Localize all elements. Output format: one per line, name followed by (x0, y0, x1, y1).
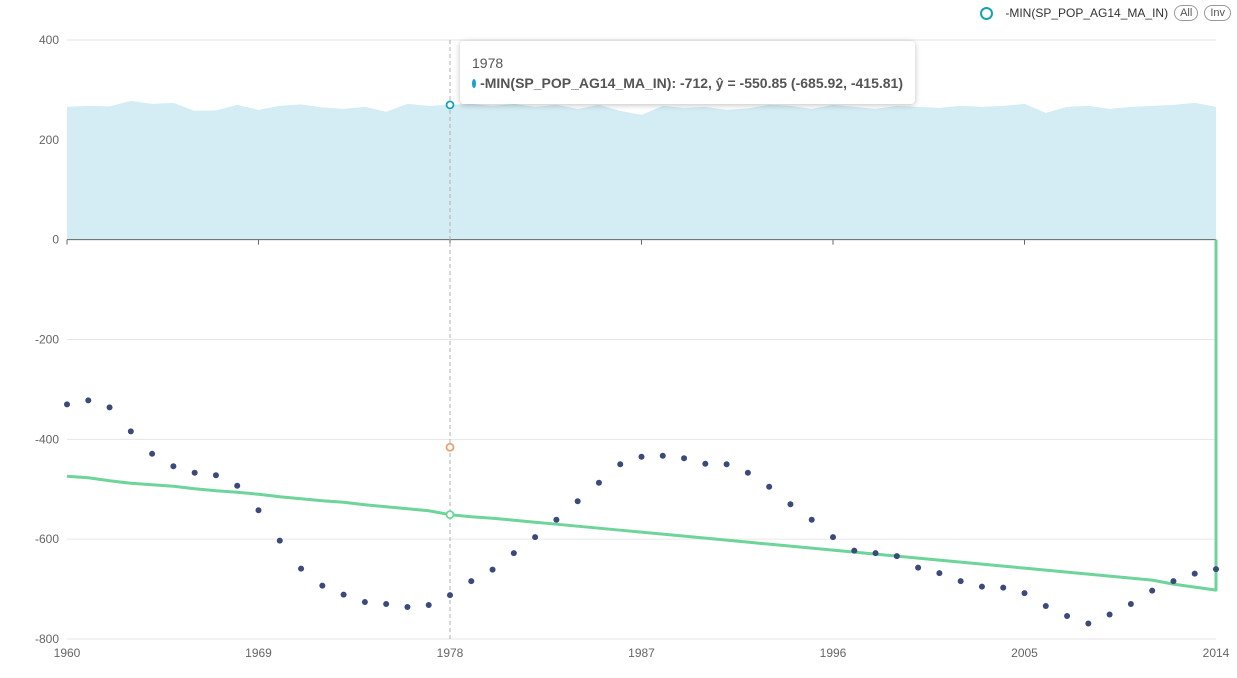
legend: -MIN(SP_POP_AG14_MA_IN) All Inv (980, 5, 1231, 21)
data-point[interactable] (255, 507, 262, 514)
data-point[interactable] (915, 564, 922, 571)
tooltip-year: 1978 (472, 55, 504, 71)
data-point[interactable] (1127, 601, 1134, 608)
trend-line (66, 239, 1218, 592)
data-point[interactable] (212, 472, 219, 479)
data-point[interactable] (404, 604, 411, 611)
data-point[interactable] (425, 602, 432, 609)
data-point[interactable] (170, 463, 177, 470)
tooltip: 1978 -MIN(SP_POP_AG14_MA_IN): -712, ŷ = … (460, 41, 915, 104)
data-point[interactable] (1191, 570, 1198, 577)
y-tick-label: -600 (35, 532, 59, 546)
data-point[interactable] (1021, 590, 1028, 597)
data-point[interactable] (553, 516, 560, 523)
y-tick-label: 200 (39, 133, 59, 147)
data-point[interactable] (1085, 620, 1092, 627)
highlight-upper-point (445, 100, 455, 110)
data-point[interactable] (1149, 587, 1156, 594)
data-point[interactable] (830, 534, 836, 541)
data-point[interactable] (106, 404, 113, 411)
x-tick-label: 1978 (437, 646, 464, 660)
data-point[interactable] (361, 599, 368, 606)
tooltip-text: -MIN(SP_POP_AG14_MA_IN): -712, ŷ = -550.… (480, 75, 903, 91)
data-point[interactable] (872, 550, 879, 557)
data-point[interactable] (319, 582, 326, 589)
x-tick-label: 1960 (54, 646, 81, 660)
data-point[interactable] (510, 550, 517, 557)
data-point[interactable] (1000, 584, 1007, 591)
data-point[interactable] (1042, 603, 1049, 610)
tooltip-dot-icon (472, 78, 477, 88)
y-axis: -800 -600 -400 -200 0 200 400 (35, 33, 59, 646)
data-point[interactable] (340, 591, 347, 598)
tooltip-row: -MIN(SP_POP_AG14_MA_IN): -712, ŷ = -550.… (472, 75, 903, 91)
data-point[interactable] (1106, 611, 1113, 618)
data-point[interactable] (808, 516, 815, 523)
data-point[interactable] (617, 461, 624, 468)
x-axis: 1960 1969 1978 1987 1996 2005 2014 (54, 239, 1230, 660)
x-tick-label: 1996 (820, 646, 847, 660)
data-point[interactable] (447, 592, 453, 599)
data-point[interactable] (595, 479, 602, 486)
data-point[interactable] (298, 565, 305, 572)
y-tick-label: 400 (39, 33, 59, 47)
data-point[interactable] (893, 553, 900, 560)
data-point[interactable] (234, 482, 241, 489)
data-points (64, 397, 1219, 627)
upper-band-area (67, 100, 1216, 240)
highlight-lower-point (445, 442, 455, 452)
data-point[interactable] (744, 469, 751, 476)
highlight-fitted-point (445, 510, 455, 520)
legend-series-label[interactable]: -MIN(SP_POP_AG14_MA_IN) (1005, 6, 1169, 20)
x-tick-label: 1987 (628, 646, 655, 660)
y-tick-label: -200 (35, 333, 59, 347)
data-point[interactable] (149, 450, 156, 457)
data-point[interactable] (532, 534, 539, 541)
data-point[interactable] (85, 397, 92, 404)
data-point[interactable] (276, 537, 283, 544)
data-point[interactable] (787, 501, 794, 508)
data-point[interactable] (64, 401, 70, 408)
data-point[interactable] (574, 498, 581, 505)
x-tick-label: 1969 (245, 646, 272, 660)
data-point[interactable] (851, 547, 858, 554)
data-point[interactable] (702, 460, 709, 467)
legend-circle-icon[interactable] (980, 6, 994, 20)
data-point[interactable] (468, 578, 475, 585)
y-tick-label: 0 (52, 233, 59, 247)
data-point[interactable] (659, 452, 666, 459)
data-point[interactable] (638, 453, 645, 460)
legend-invert-button[interactable]: Inv (1204, 5, 1231, 21)
data-point[interactable] (383, 601, 390, 608)
x-tick-label: 2005 (1011, 646, 1038, 660)
data-point[interactable] (978, 583, 985, 590)
data-point[interactable] (191, 469, 198, 476)
legend-all-button[interactable]: All (1174, 5, 1199, 21)
data-point[interactable] (1213, 566, 1219, 573)
highlight-points (445, 100, 455, 520)
data-point[interactable] (957, 578, 964, 585)
data-point[interactable] (489, 566, 496, 573)
data-point[interactable] (1064, 613, 1071, 620)
data-point[interactable] (1170, 578, 1177, 585)
data-point[interactable] (723, 461, 730, 468)
x-tick-label: 2014 (1203, 646, 1230, 660)
y-tick-label: -400 (35, 432, 59, 446)
data-point[interactable] (681, 455, 688, 462)
y-tick-label: -800 (35, 632, 59, 646)
data-point[interactable] (766, 483, 773, 490)
data-point[interactable] (127, 428, 134, 435)
data-point[interactable] (936, 570, 943, 577)
